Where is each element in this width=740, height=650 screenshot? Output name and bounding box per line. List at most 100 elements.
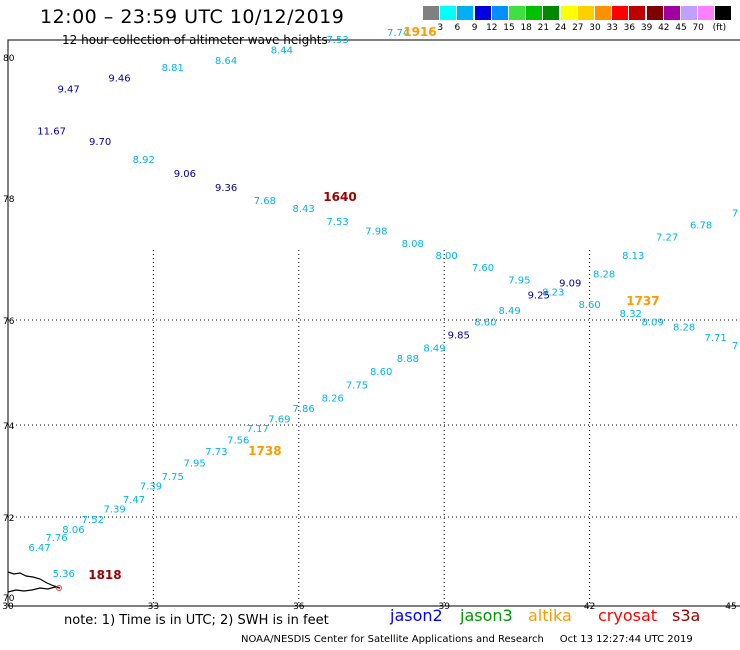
wave-height-value: 9.70 bbox=[89, 137, 111, 148]
timestamp-text: Oct 13 12:27:44 UTC 2019 bbox=[559, 634, 693, 645]
scale-swatch bbox=[646, 6, 663, 20]
scale-swatch bbox=[560, 6, 577, 20]
scale-label: 24 bbox=[554, 23, 567, 33]
wave-height-value: 5.36 bbox=[53, 569, 75, 580]
lat-lon-grid bbox=[8, 250, 740, 606]
wave-height-value: 8.60 bbox=[578, 300, 600, 311]
scale-swatch bbox=[612, 6, 629, 20]
y-tick-label: 70 bbox=[3, 594, 15, 604]
wave-height-value: 7.95 bbox=[508, 275, 530, 286]
scale-label: 39 bbox=[640, 23, 653, 33]
wave-height-value: 8.06 bbox=[62, 525, 84, 536]
scale-swatch bbox=[474, 6, 491, 20]
wave-height-value: 8.88 bbox=[397, 354, 419, 365]
scale-swatch bbox=[698, 6, 715, 20]
legend-jason2: jason2 bbox=[390, 606, 443, 625]
scale-label: 45 bbox=[675, 23, 687, 33]
wave-height-value: 8.92 bbox=[133, 155, 155, 166]
pass-time-value: 1737 bbox=[626, 294, 659, 308]
y-tick-label: 80 bbox=[3, 54, 15, 64]
wave-height-value: 8.28 bbox=[593, 269, 615, 280]
wave-height-value: 9.06 bbox=[174, 169, 196, 180]
wave-height-value: 7.68 bbox=[254, 196, 276, 207]
wave-height-value: 9.09 bbox=[559, 278, 581, 289]
wave-height-value: 7.60 bbox=[472, 263, 494, 274]
scale-swatch bbox=[681, 6, 697, 20]
coast-marker bbox=[56, 585, 62, 591]
wave-height-value: 7.95 bbox=[183, 458, 205, 469]
y-tick-label: 72 bbox=[3, 514, 14, 524]
scale-label: 15 bbox=[503, 23, 515, 33]
pass-time-value: 1916 bbox=[403, 25, 436, 39]
wave-height-value: 7.39 bbox=[103, 504, 125, 515]
x-tick-label: 36 bbox=[293, 602, 305, 612]
legend-jason3: jason3 bbox=[460, 606, 513, 625]
scale-swatch bbox=[577, 6, 594, 20]
wave-height-value: 7.76 bbox=[45, 533, 67, 544]
scale-swatch bbox=[629, 6, 646, 20]
wave-height-value: 11.67 bbox=[37, 127, 66, 138]
legend-cryosat: cryosat bbox=[598, 606, 658, 625]
scale-label: 36 bbox=[623, 23, 636, 33]
wave-height-value: 7.74 bbox=[387, 28, 409, 39]
coastline-path bbox=[7, 571, 61, 593]
wave-height-value: 9.47 bbox=[57, 84, 79, 95]
wave-height-value: 8.64 bbox=[215, 56, 237, 67]
scale-label: 18 bbox=[520, 23, 532, 33]
scale-swatch bbox=[457, 6, 474, 20]
wave-height-value: 8.49 bbox=[423, 344, 445, 355]
wave-height-value: 9.85 bbox=[448, 330, 470, 341]
wave-height-value: 8.08 bbox=[402, 239, 424, 250]
wave-height-value: 8.00 bbox=[435, 251, 457, 262]
y-tick-label: 78 bbox=[3, 195, 15, 205]
x-tick-label: 39 bbox=[438, 602, 450, 612]
scale-swatch bbox=[423, 6, 439, 20]
wave-height-value: 8.43 bbox=[293, 204, 315, 215]
wave-height-value: 9.25 bbox=[528, 291, 550, 302]
y-tick-label: 74 bbox=[3, 422, 15, 432]
wave-height-value: 7.98 bbox=[365, 227, 387, 238]
wave-height-value: 8.28 bbox=[673, 323, 695, 334]
wave-height-value: 7 bbox=[732, 208, 738, 219]
y-tick-label: 76 bbox=[3, 317, 15, 327]
legend-s3a: s3a bbox=[672, 606, 701, 625]
wave-height-value: 8.44 bbox=[271, 45, 293, 56]
coastline bbox=[7, 571, 62, 593]
wave-height-value: 7.71 bbox=[704, 333, 726, 344]
wave-height-value: 8.13 bbox=[622, 251, 644, 262]
footer-credit: NOAA/NESDIS Center for Satellite Applica… bbox=[241, 634, 693, 645]
wave-height-value: 8.32 bbox=[620, 309, 642, 320]
scale-label: 21 bbox=[537, 23, 550, 33]
wave-height-value: 7.69 bbox=[268, 414, 290, 425]
pass-time-labels: 1916 1640 1737 1738 1818 bbox=[88, 25, 659, 582]
scale-swatch bbox=[440, 6, 457, 20]
pass-time-value: 1818 bbox=[88, 568, 121, 582]
scale-swatch bbox=[715, 6, 732, 20]
scale-label: 30 bbox=[589, 23, 601, 33]
wave-height-value: 8.26 bbox=[322, 393, 344, 404]
wave-height-value: 9.46 bbox=[108, 74, 130, 85]
pass-time-value: 1738 bbox=[248, 444, 281, 458]
wave-height-value: 7.56 bbox=[227, 435, 249, 446]
wave-height-value: 7.52 bbox=[82, 515, 104, 526]
scale-label: 12 bbox=[486, 23, 498, 33]
wave-height-value: 7.53 bbox=[326, 217, 348, 228]
wave-height-value: 8.60 bbox=[370, 367, 392, 378]
scale-swatch bbox=[595, 6, 611, 20]
x-tick-label: 33 bbox=[148, 602, 159, 612]
scale-label: 6 bbox=[454, 23, 461, 33]
scale-label: 3 bbox=[437, 23, 444, 33]
wave-height-value: 7.73 bbox=[205, 447, 227, 458]
wave-height-value: 7 bbox=[732, 341, 738, 352]
map-title: 12:00 – 23:59 UTC 10/12/2019 bbox=[40, 6, 345, 28]
wave-height-value: 7.39 bbox=[140, 481, 162, 492]
pass-time-value: 1640 bbox=[323, 190, 356, 204]
wave-height-value: 7.75 bbox=[162, 472, 184, 483]
wave-height-value: 7.47 bbox=[123, 495, 145, 506]
wave-height-value: 7.27 bbox=[656, 233, 678, 244]
scale-swatch bbox=[526, 6, 543, 20]
plot-frame bbox=[7, 39, 740, 607]
scale-unit: (ft) bbox=[712, 23, 727, 33]
scale-swatch bbox=[491, 6, 508, 20]
